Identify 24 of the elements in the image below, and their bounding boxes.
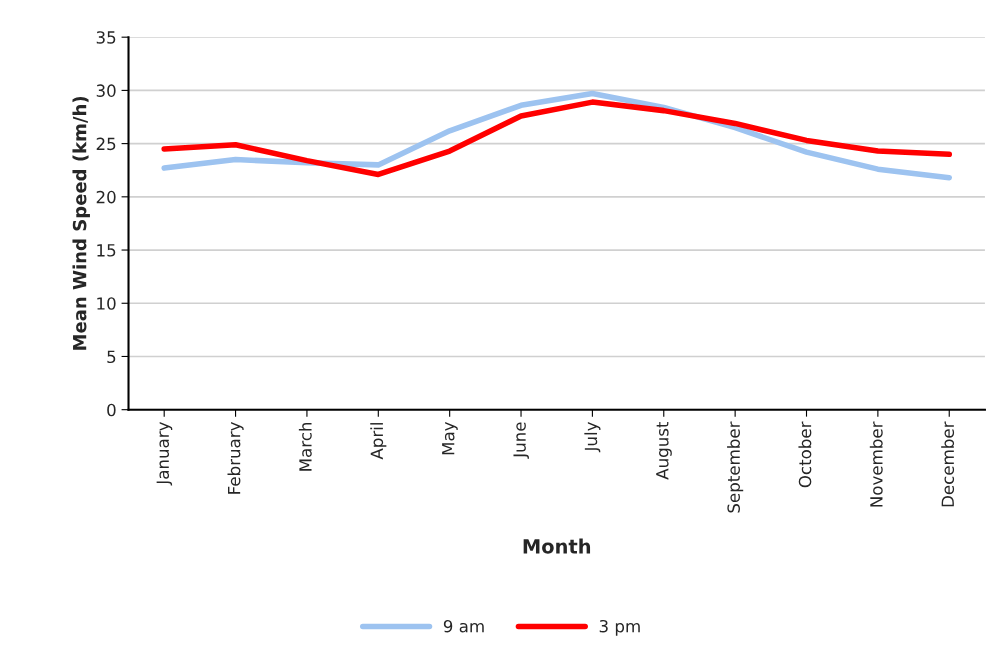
legend-label: 3 pm [599,619,640,636]
x-tick-label: March [298,422,312,471]
x-tick-label: December [941,421,955,507]
x-tick-label: August [656,421,672,480]
y-axis-title: Mean Wind Speed (km/h) [72,96,90,350]
y-tick-label: 5 [107,350,116,364]
x-tick-label: June [513,422,529,459]
y-tick-label: 10 [97,297,116,310]
x-tick-label: February [227,421,244,494]
x-tick-label: September [727,421,744,513]
y-tick-label: 0 [107,403,116,417]
x-tick-label: May [442,421,458,455]
x-axis-title: Month [523,538,591,554]
legend-label: 9 am [443,619,484,633]
x-tick-label: January [156,421,173,486]
x-tick-label: April [370,423,387,460]
y-tick-label: 30 [96,84,116,97]
y-tick-label: 35 [96,31,116,44]
x-tick-label: November [869,421,883,507]
y-tick-label: 25 [96,137,116,151]
y-tick-label: 15 [97,244,116,257]
y-tick-label: 20 [96,190,116,204]
x-tick-label: July [584,421,601,453]
x-tick-label: October [798,421,812,488]
